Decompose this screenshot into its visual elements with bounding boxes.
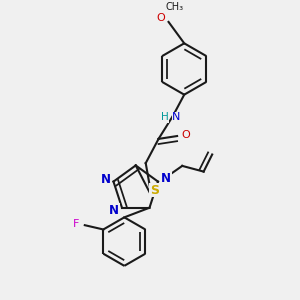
Text: H: H — [161, 112, 169, 122]
Text: N: N — [161, 172, 171, 185]
Text: O: O — [181, 130, 190, 140]
Text: N: N — [172, 112, 180, 122]
Text: CH₃: CH₃ — [166, 2, 184, 12]
Text: N: N — [100, 173, 110, 186]
Text: N: N — [109, 203, 119, 217]
Text: S: S — [150, 184, 159, 197]
Text: F: F — [73, 219, 80, 229]
Text: O: O — [156, 13, 165, 22]
